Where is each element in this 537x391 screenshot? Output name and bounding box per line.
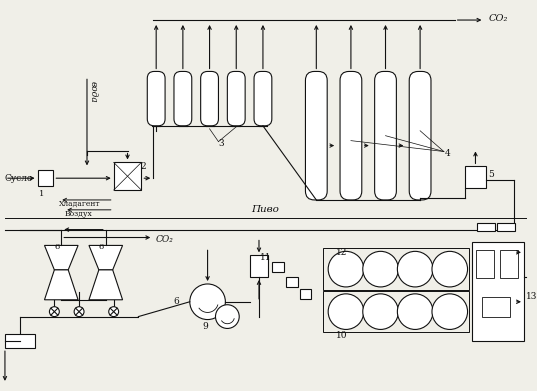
Bar [286, 277, 297, 287]
Text: 2: 2 [140, 162, 146, 171]
Text: 6: 6 [55, 244, 60, 251]
FancyBboxPatch shape [340, 72, 362, 200]
Circle shape [49, 307, 59, 317]
Bar [482, 297, 510, 317]
Circle shape [328, 294, 364, 330]
Text: 5: 5 [488, 170, 494, 179]
FancyBboxPatch shape [254, 72, 272, 126]
FancyBboxPatch shape [147, 72, 165, 126]
Polygon shape [45, 270, 78, 300]
Circle shape [432, 294, 468, 330]
Circle shape [397, 294, 433, 330]
Text: 10: 10 [336, 332, 347, 341]
Polygon shape [45, 246, 78, 270]
Bar [323, 291, 469, 332]
Text: Сусло: Сусло [5, 174, 33, 183]
Text: 12: 12 [336, 248, 347, 257]
Text: Хладагент: Хладагент [59, 200, 101, 208]
Text: 1: 1 [39, 190, 44, 198]
Bar [38, 170, 53, 186]
FancyBboxPatch shape [227, 72, 245, 126]
Polygon shape [89, 270, 122, 300]
Bar [473, 242, 524, 341]
Text: 6: 6 [98, 244, 104, 251]
Bar [476, 250, 494, 278]
FancyBboxPatch shape [375, 72, 396, 200]
Bar [477, 223, 495, 231]
Text: CO₂: CO₂ [488, 14, 507, 23]
FancyBboxPatch shape [409, 72, 431, 200]
FancyBboxPatch shape [306, 72, 327, 200]
Bar [323, 248, 469, 290]
Bar [497, 223, 515, 231]
Circle shape [108, 307, 119, 317]
Circle shape [190, 284, 226, 319]
Text: 4: 4 [445, 149, 451, 158]
Text: 13: 13 [526, 292, 537, 301]
Text: 11: 11 [260, 253, 272, 262]
Bar [500, 250, 518, 278]
Text: 6: 6 [173, 297, 179, 306]
Text: Воздух: Воздух [64, 210, 92, 218]
Polygon shape [89, 246, 122, 270]
Bar [250, 255, 268, 277]
Bar [114, 162, 141, 190]
Bar [465, 166, 487, 188]
Circle shape [397, 251, 433, 287]
Circle shape [363, 251, 398, 287]
Text: Пиво: Пиво [251, 205, 279, 214]
Circle shape [363, 294, 398, 330]
FancyBboxPatch shape [174, 72, 192, 126]
FancyBboxPatch shape [201, 72, 219, 126]
Text: 3: 3 [219, 139, 224, 148]
Circle shape [74, 307, 84, 317]
Circle shape [328, 251, 364, 287]
Bar [300, 289, 311, 299]
Text: вода: вода [89, 81, 98, 103]
Text: CO₂: CO₂ [155, 235, 173, 244]
Bar [272, 262, 284, 272]
Circle shape [432, 251, 468, 287]
Bar [5, 334, 34, 348]
Text: 9: 9 [202, 321, 208, 330]
Circle shape [215, 305, 239, 328]
